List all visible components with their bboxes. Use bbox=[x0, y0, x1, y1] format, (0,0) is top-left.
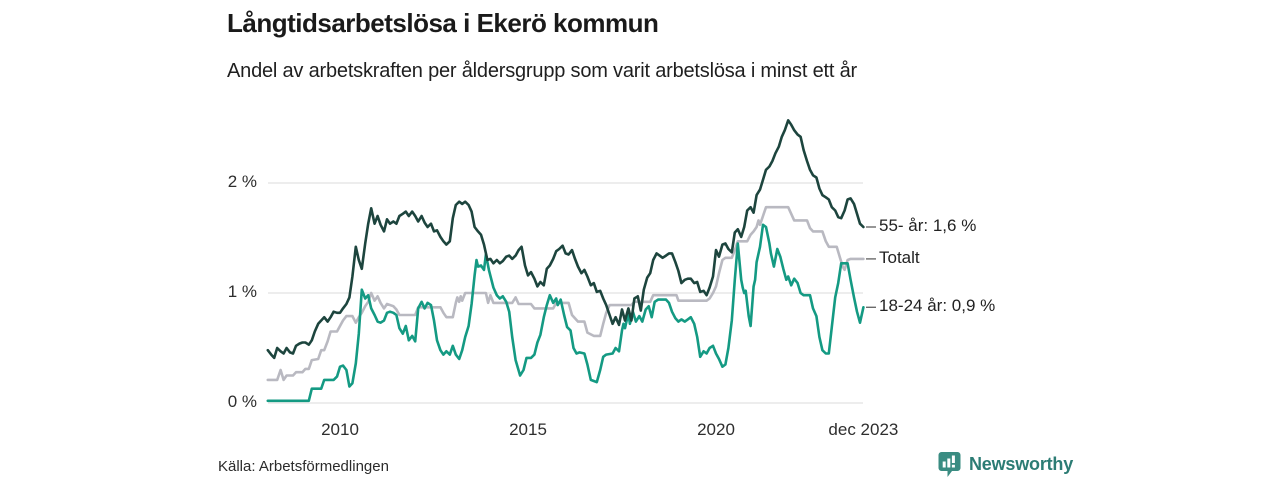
page-title: Långtidsarbetslösa i Ekerö kommun bbox=[227, 8, 659, 38]
source-credit: Källa: Arbetsförmedlingen bbox=[218, 458, 389, 475]
x-tick-2020: 2020 bbox=[697, 420, 735, 439]
end-label-total: Totalt bbox=[879, 247, 920, 267]
y-tick-1: 1 % bbox=[227, 282, 257, 301]
end-label-55: 55- år: 1,6 % bbox=[879, 216, 977, 235]
brand-name: Newsworthy bbox=[969, 454, 1074, 474]
x-tick-2015: 2015 bbox=[509, 420, 547, 439]
series-line-55-r bbox=[266, 119, 865, 360]
page-subtitle: Andel av arbetskraften per åldersgrupp s… bbox=[227, 60, 857, 82]
end-label-1824: 18-24 år: 0,9 % bbox=[879, 296, 996, 316]
series-line-totalt bbox=[266, 205, 865, 382]
x-tick-dec-2023: dec 2023 bbox=[828, 420, 899, 439]
newsworthy-logo-icon bbox=[938, 452, 961, 477]
y-tick-2: 2 % bbox=[227, 172, 257, 191]
x-tick-2010: 2010 bbox=[321, 420, 359, 439]
series-line-18-24-r bbox=[266, 223, 865, 403]
y-tick-0: 0 % bbox=[227, 392, 257, 411]
brand-logo: Newsworthy bbox=[937, 451, 1073, 478]
